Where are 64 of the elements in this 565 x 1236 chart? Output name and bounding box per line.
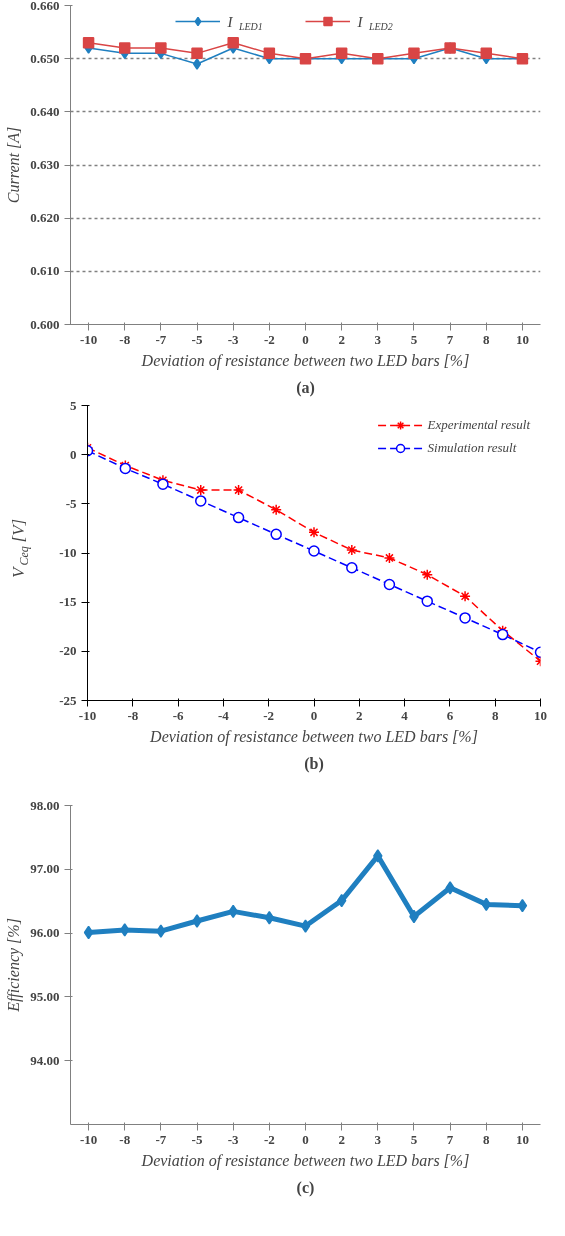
y-tick-label: 0.650 <box>30 50 60 66</box>
x-tick-label: -8 <box>119 331 131 347</box>
x-axis-title: Deviation of resistance between two LED bars [%] <box>140 1151 470 1170</box>
x-tick-label: 2 <box>338 1131 345 1147</box>
x-tick-label: 10 <box>515 331 529 347</box>
x-tick-label: 2 <box>338 331 345 347</box>
text: (c) <box>296 1178 315 1197</box>
x-tick-label: -3 <box>227 331 240 347</box>
text: (b) <box>304 754 324 773</box>
y-tick-label: 96.00 <box>30 925 60 941</box>
x-tick-label: 8 <box>483 331 491 347</box>
y-tick-label: 0.630 <box>30 157 60 172</box>
y-tick-label: -15 <box>59 594 77 610</box>
x-tick-label: -4 <box>217 707 230 723</box>
y-axis-title: Efficiency [%] <box>5 918 24 1013</box>
x-tick-label: 0 <box>302 1131 309 1147</box>
y-tick-label: -5 <box>65 495 77 511</box>
x-tick-label: -7 <box>155 1131 167 1147</box>
y-tick-label: 95.00 <box>30 988 60 1004</box>
x-tick-label: -5 <box>191 1131 203 1147</box>
y-tick-label: 0 <box>70 446 77 462</box>
y-tick-label: -10 <box>59 545 77 560</box>
y-tick-label: -25 <box>59 692 77 708</box>
y-tick-label: -20 <box>59 643 77 659</box>
x-tick-label: 8 <box>491 707 499 723</box>
y-tick-label: 0.660 <box>30 0 60 13</box>
y-tick-label: 0.640 <box>30 103 60 119</box>
x-tick-label: 0 <box>302 331 309 347</box>
y-tick-label: 98.00 <box>30 797 60 813</box>
x-tick-label: 6 <box>446 707 454 723</box>
x-tick-label: 3 <box>374 1131 382 1147</box>
x-tick-label: -8 <box>127 707 139 723</box>
y-tick-label: 94.00 <box>30 1052 60 1068</box>
y-tick-label: 0.610 <box>30 263 60 279</box>
y-tick-label: 0.600 <box>30 316 60 332</box>
x-tick-label: 0 <box>310 707 318 723</box>
x-tick-label: -2 <box>263 331 275 347</box>
x-tick-label: -8 <box>119 1131 131 1147</box>
x-tick-label: 5 <box>410 1131 418 1147</box>
text: (a) <box>296 378 315 397</box>
x-tick-label: -3 <box>227 1131 240 1147</box>
x-tick-label: 7 <box>446 1131 454 1147</box>
legend-label: Experimental result <box>427 417 530 433</box>
legend-label: Simulation result <box>427 440 517 456</box>
x-tick-label: -2 <box>263 707 275 723</box>
y-axis-title: VCeq[V] <box>9 518 31 578</box>
x-axis-title: Deviation of resistance between two LED bars [%] <box>149 727 478 746</box>
x-tick-label: -2 <box>263 1131 275 1147</box>
x-axis-title: Deviation of resistance between two LED bars [%] <box>140 351 470 370</box>
x-tick-label: 5 <box>410 331 418 347</box>
y-tick-label: 0.620 <box>30 210 60 226</box>
x-tick-label: -5 <box>191 331 203 347</box>
x-tick-label: -6 <box>172 707 185 723</box>
x-tick-label: 3 <box>374 331 382 347</box>
x-tick-label: 7 <box>446 331 454 347</box>
x-tick-label: 8 <box>483 1131 491 1147</box>
y-tick-label: 97.00 <box>30 861 60 877</box>
x-tick-label: 10 <box>534 707 547 723</box>
x-tick-label: 4 <box>401 707 409 723</box>
y-tick-label: 5 <box>70 397 77 413</box>
y-axis-title: Current [A] <box>5 126 23 204</box>
x-tick-label: 10 <box>515 1131 529 1147</box>
x-tick-label: -7 <box>155 331 167 347</box>
x-tick-label: 2 <box>356 707 363 723</box>
